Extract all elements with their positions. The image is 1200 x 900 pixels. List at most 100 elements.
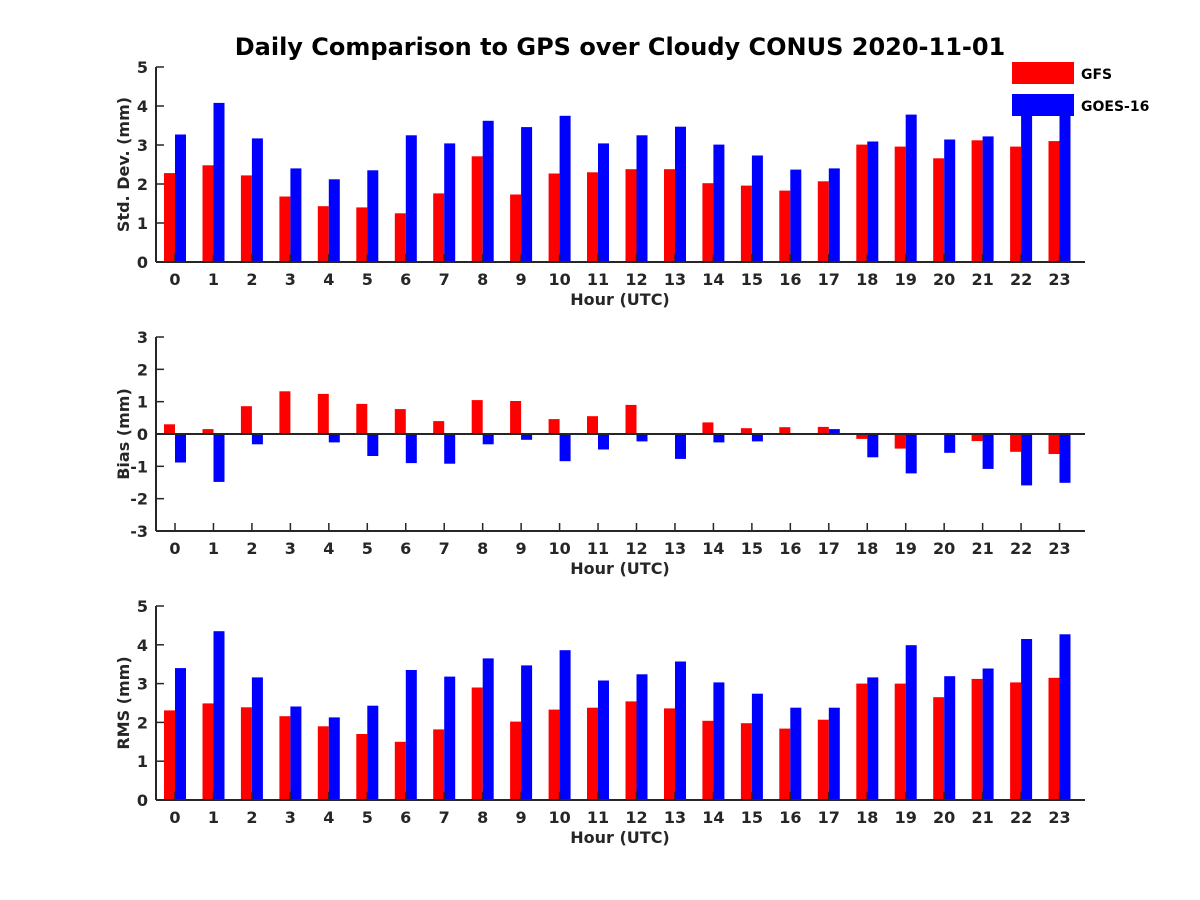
rms-bar-goes16-5 xyxy=(367,705,379,800)
rms-x-tick-label: 9 xyxy=(516,808,527,827)
rms-bar-gfs-15 xyxy=(740,723,752,800)
std-dev-bar-goes16-9 xyxy=(521,127,533,262)
bias-bar-gfs-0 xyxy=(164,424,175,434)
bias-bar-gfs-14 xyxy=(702,422,714,434)
legend-swatch-gfs xyxy=(1012,62,1074,84)
rms-x-tick-label: 2 xyxy=(246,808,257,827)
std-dev-bar-gfs-10 xyxy=(548,173,560,262)
rms-x-tick-label: 3 xyxy=(285,808,296,827)
std-dev-bar-goes16-3 xyxy=(290,168,302,262)
rms-x-tick-label: 1 xyxy=(208,808,219,827)
bias-x-tick-label: 7 xyxy=(439,539,450,558)
bias-bar-gfs-2 xyxy=(240,406,252,434)
bias-bar-gfs-11 xyxy=(587,416,598,434)
std-dev-y-tick-label: 4 xyxy=(137,97,148,116)
bias-bar-goes16-5 xyxy=(367,434,379,456)
bias-x-tick-label: 13 xyxy=(664,539,686,558)
std-dev-x-tick-label: 14 xyxy=(702,270,724,289)
std-dev-x-tick-label: 5 xyxy=(362,270,373,289)
rms-bar-gfs-18 xyxy=(856,683,868,800)
rms-bar-goes16-6 xyxy=(405,670,417,800)
rms-x-tick-label: 17 xyxy=(818,808,840,827)
bias-x-tick-label: 3 xyxy=(285,539,296,558)
rms-bar-gfs-5 xyxy=(356,734,368,800)
rms-x-tick-label: 13 xyxy=(664,808,686,827)
std-dev-x-tick-label: 15 xyxy=(741,270,763,289)
rms-x-tick-label: 14 xyxy=(702,808,724,827)
rms-bar-goes16-21 xyxy=(982,668,994,800)
std-dev-bar-goes16-2 xyxy=(251,138,263,262)
bias-bar-goes16-22 xyxy=(1021,434,1033,486)
legend-swatch-goes16 xyxy=(1012,94,1074,116)
bias-bar-goes16-11 xyxy=(598,434,609,450)
rms-bar-goes16-20 xyxy=(944,676,956,800)
std-dev-bar-goes16-17 xyxy=(828,168,840,262)
rms-bar-gfs-1 xyxy=(202,703,214,800)
bias-bar-goes16-12 xyxy=(636,434,648,442)
rms-x-tick-label: 6 xyxy=(400,808,411,827)
rms-bar-goes16-3 xyxy=(290,706,302,800)
bias-x-tick-label: 8 xyxy=(477,539,488,558)
bias-bar-goes16-1 xyxy=(213,434,225,482)
rms-bar-gfs-16 xyxy=(779,728,791,800)
rms-x-tick-label: 8 xyxy=(477,808,488,827)
rms-bar-goes16-9 xyxy=(521,665,533,800)
std-dev-bar-gfs-9 xyxy=(510,194,522,262)
std-dev-bar-goes16-13 xyxy=(675,126,686,262)
rms-bar-goes16-14 xyxy=(713,682,725,800)
bias-bar-gfs-23 xyxy=(1048,434,1060,454)
bias-bar-gfs-18 xyxy=(856,434,868,439)
std-dev-bar-goes16-12 xyxy=(636,135,648,263)
bias-bar-goes16-7 xyxy=(444,434,456,464)
bias-x-tick-label: 16 xyxy=(779,539,801,558)
rms-bar-goes16-16 xyxy=(790,707,802,800)
bias-x-tick-label: 21 xyxy=(971,539,993,558)
rms-bar-gfs-13 xyxy=(664,708,675,800)
std-dev-bar-gfs-4 xyxy=(317,206,329,262)
std-dev-bar-gfs-14 xyxy=(702,183,714,262)
bias-bar-gfs-6 xyxy=(394,409,406,434)
bias-bar-goes16-9 xyxy=(521,434,533,440)
std-dev-bar-gfs-17 xyxy=(817,181,829,262)
bias-bar-goes16-10 xyxy=(559,434,571,462)
std-dev-bar-gfs-3 xyxy=(279,196,291,262)
rms-bar-gfs-10 xyxy=(548,709,560,800)
rms-bar-goes16-10 xyxy=(559,650,571,800)
std-dev-bar-goes16-7 xyxy=(444,143,456,262)
std-dev-bar-goes16-14 xyxy=(713,144,725,262)
rms-bar-gfs-22 xyxy=(1010,682,1022,800)
bias-y-tick-label: 3 xyxy=(137,328,148,347)
std-dev-bar-goes16-4 xyxy=(328,179,340,262)
rms-x-tick-label: 21 xyxy=(971,808,993,827)
bias-bar-gfs-7 xyxy=(433,421,445,434)
std-dev-x-tick-label: 9 xyxy=(516,270,527,289)
bias-bar-goes16-6 xyxy=(405,434,417,464)
rms-bar-gfs-21 xyxy=(971,678,983,800)
rms-bar-goes16-13 xyxy=(675,661,686,800)
bias-x-tick-label: 1 xyxy=(208,539,219,558)
std-dev-bar-gfs-19 xyxy=(894,146,906,262)
std-dev-bar-gfs-23 xyxy=(1048,141,1060,262)
std-dev-bar-goes16-10 xyxy=(559,115,571,263)
bias-x-tick-label: 0 xyxy=(169,539,180,558)
rms-x-axis-label: Hour (UTC) xyxy=(570,828,670,847)
bias-x-tick-label: 14 xyxy=(702,539,724,558)
std-dev-bar-goes16-1 xyxy=(213,102,225,263)
rms-x-tick-label: 10 xyxy=(548,808,570,827)
std-dev-x-tick-label: 2 xyxy=(246,270,257,289)
rms-bar-goes16-17 xyxy=(828,707,840,800)
bias-x-tick-label: 12 xyxy=(625,539,647,558)
std-dev-x-tick-label: 13 xyxy=(664,270,686,289)
std-dev-bar-gfs-1 xyxy=(202,165,214,262)
bias-bar-goes16-17 xyxy=(828,429,840,434)
bias-bar-gfs-3 xyxy=(279,391,291,434)
bias-x-tick-label: 15 xyxy=(741,539,763,558)
rms-x-tick-label: 19 xyxy=(895,808,917,827)
rms-bar-goes16-15 xyxy=(751,693,763,800)
std-dev-bar-goes16-23 xyxy=(1059,109,1071,262)
rms-x-tick-label: 5 xyxy=(362,808,373,827)
bias-y-tick-label: 1 xyxy=(137,393,148,412)
bias-y-tick-label: -2 xyxy=(130,490,148,509)
